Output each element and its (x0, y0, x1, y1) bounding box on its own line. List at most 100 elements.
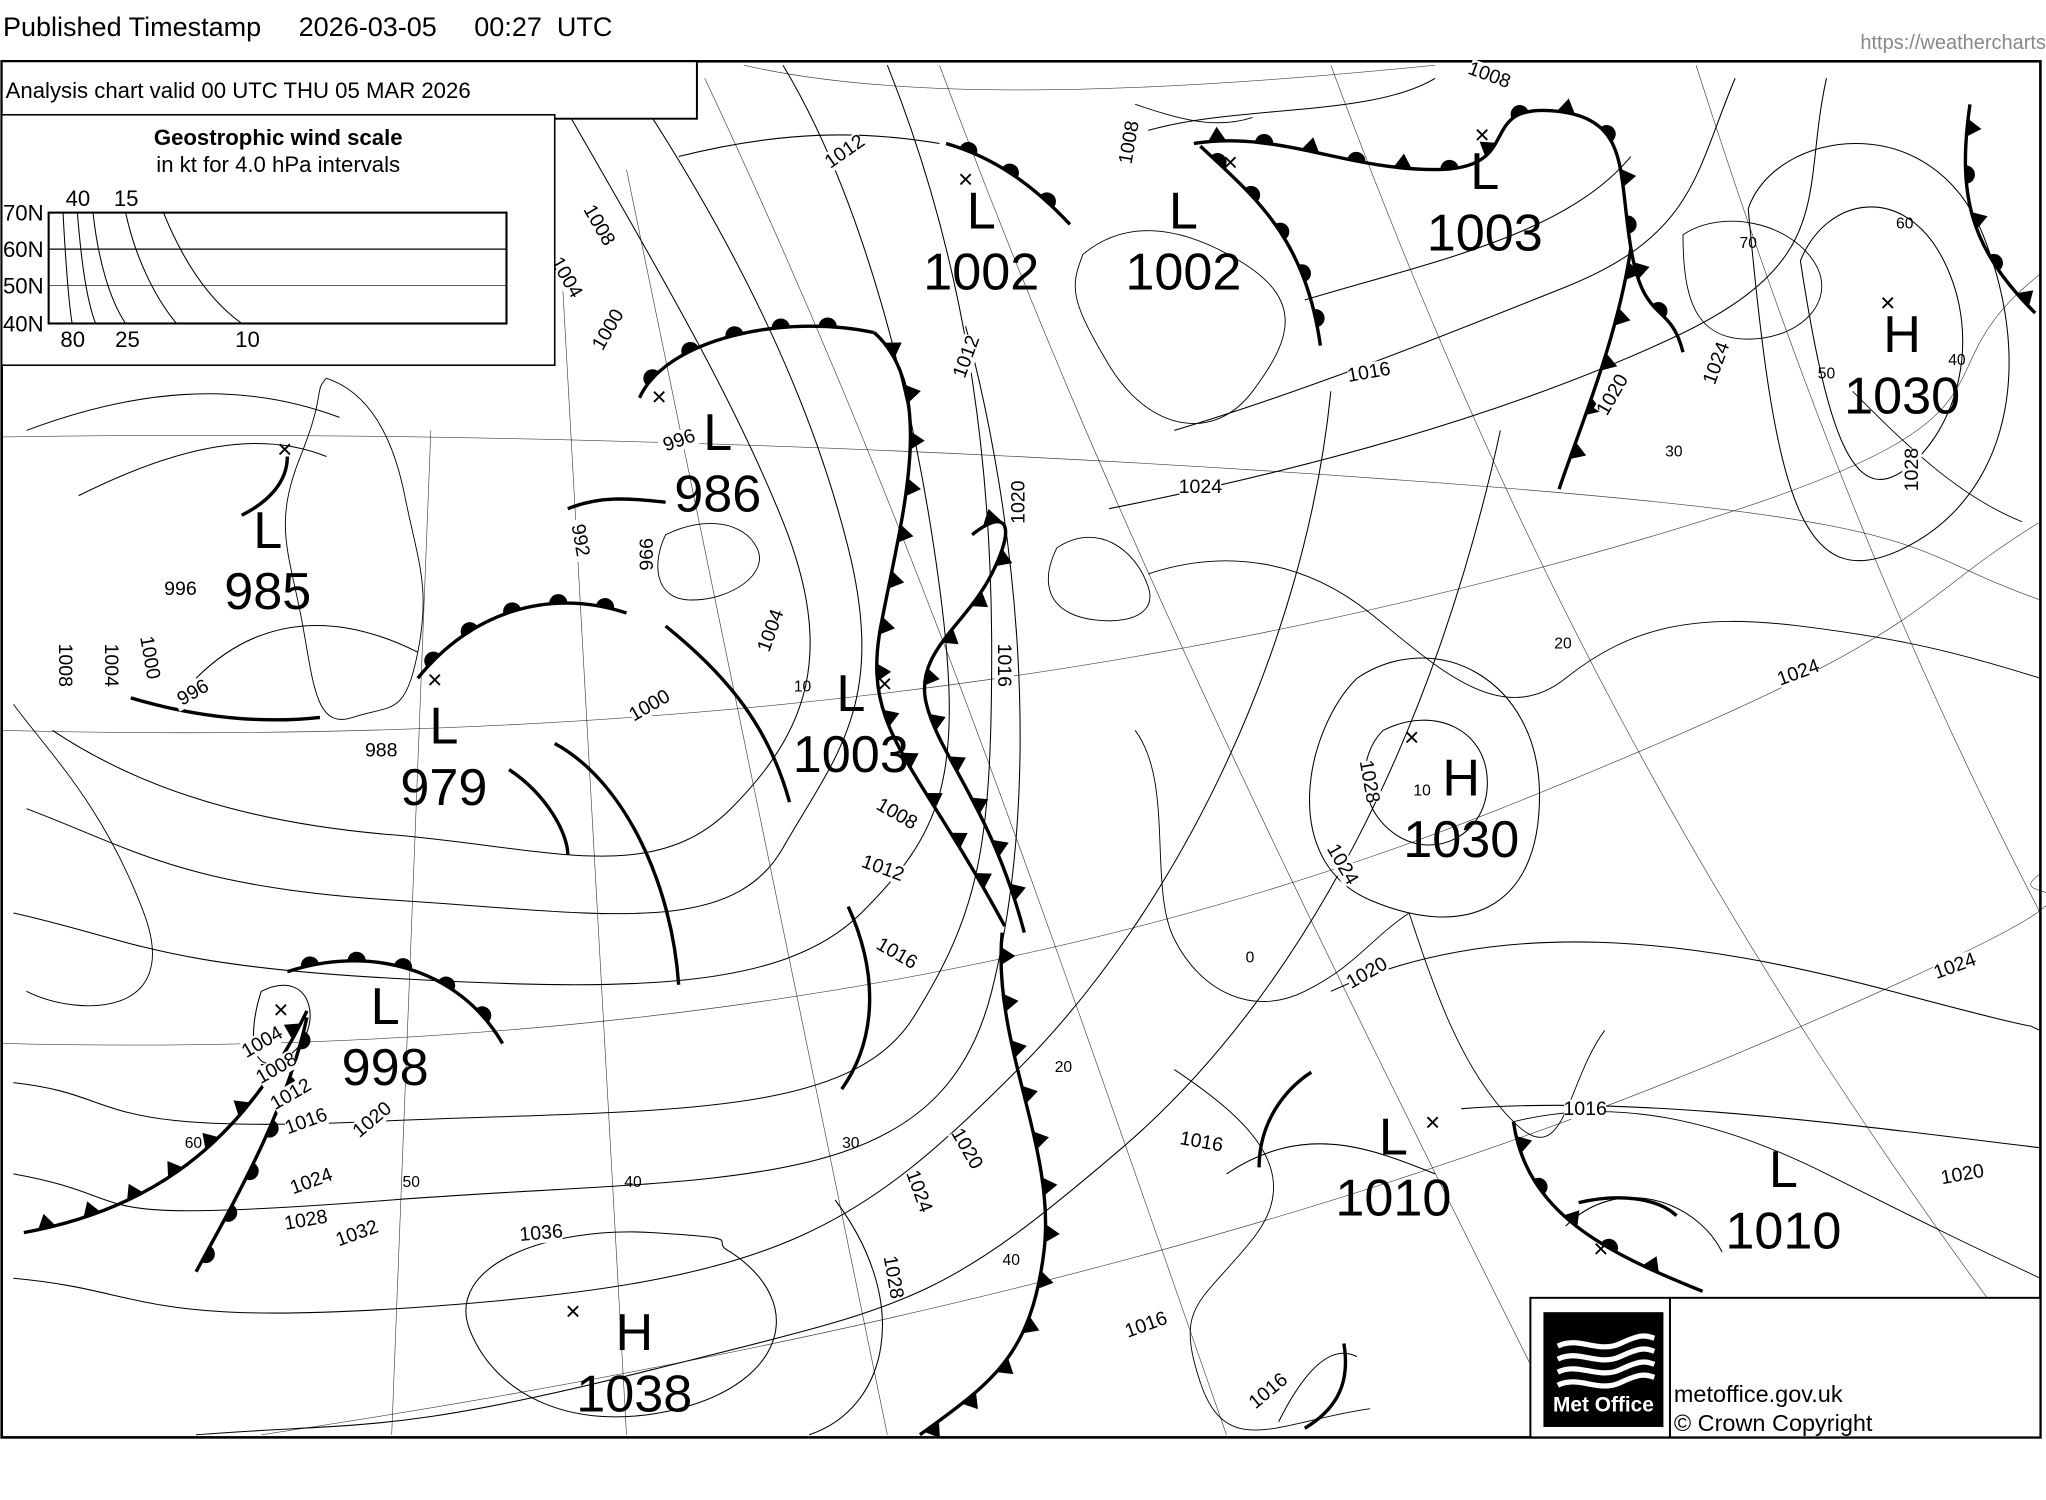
warm-front-semicircle-icon (1275, 222, 1290, 240)
warm-front-line (194, 1017, 309, 1273)
warm-front-semicircle-icon (201, 1246, 215, 1264)
isobar-label-bg (754, 607, 788, 654)
system-type-label: L (371, 978, 400, 1036)
published-date: 2026-03-05 (298, 12, 437, 42)
centre-cross-icon: × (1404, 722, 1419, 752)
cold-front-triangle-icon (897, 524, 914, 543)
system-pressure-label: 1003 (1427, 204, 1543, 262)
isobar-label-bg (1179, 1128, 1224, 1156)
cold-front-triangle-icon (1208, 126, 1227, 142)
cold-front-triangle-icon (1003, 993, 1019, 1012)
warm-front-semicircle-icon (1347, 151, 1366, 163)
warm-front-semicircle-icon (1600, 1238, 1618, 1253)
isobar-label: 1004 (100, 643, 122, 687)
system-pressure-label: 986 (674, 465, 761, 523)
cold-front-line (1557, 247, 1633, 490)
isobar-label: 1016 (993, 643, 1015, 687)
cold-front-triangle-icon (233, 1100, 251, 1117)
cold-front-triangle-icon (923, 667, 940, 686)
warm-front-semicircle-icon (1244, 185, 1261, 202)
isobar-label-bg (994, 644, 1014, 687)
trough-line (840, 905, 872, 1091)
cold-front-triangle-icon (1600, 353, 1618, 371)
warm-front-semicircle-icon (1651, 302, 1668, 318)
system-pressure-label: 1002 (1125, 244, 1241, 302)
system-pressure-label: 1030 (1403, 811, 1519, 869)
isobar-label: 996 (635, 538, 657, 571)
cold-front-triangle-icon (83, 1201, 101, 1218)
wind-scale-title: Geostrophic wind scale (154, 125, 403, 150)
source-url[interactable]: https://weathercharts (1860, 32, 2046, 54)
isobar-label: 996 (164, 578, 197, 600)
isobar-label-bg (635, 533, 656, 576)
warm-front-line (286, 959, 505, 1045)
system-type-label: L (836, 665, 865, 723)
scale-label-80: 80 (60, 327, 85, 352)
isobar-label-bg (626, 686, 673, 725)
warm-front-semicircle-icon (1440, 159, 1459, 170)
cold-front-triangle-icon (971, 797, 989, 814)
warm-front-semicircle-icon (245, 1162, 259, 1181)
isobar-label-bg (902, 1168, 936, 1215)
system-pressure-label: 979 (400, 759, 487, 817)
cold-front-line (922, 520, 1026, 934)
cold-front-triangle-icon (948, 756, 966, 773)
centre-cross-icon: × (1880, 288, 1895, 318)
trough-line (567, 497, 666, 511)
system-type-label: L (1769, 1141, 1798, 1199)
cold-front-triangle-icon (928, 713, 946, 731)
lat-lon-label: 60 (1896, 215, 1914, 232)
cold-front-triangle-icon (1393, 153, 1412, 169)
warm-front-semicircle-icon (959, 141, 978, 155)
lat-lon-label: 50 (1818, 365, 1836, 382)
warm-front-semicircle-icon (1313, 309, 1325, 328)
lat-lon-label: 50 (403, 1174, 421, 1191)
scale-label-25: 25 (115, 327, 140, 352)
isobar-label: 1028 (1901, 448, 1923, 492)
trough-line (1257, 1070, 1313, 1168)
isobar-label-bg (360, 740, 403, 761)
cold-front-triangle-icon (1563, 1210, 1580, 1228)
scale-label-10: 10 (235, 327, 260, 352)
isobar-label-bg (1179, 477, 1222, 497)
warm-front-semicircle-icon (1298, 264, 1311, 282)
isobar-label-bg (253, 1049, 300, 1088)
cold-front-triangle-icon (202, 1132, 219, 1150)
warm-front-semicircle-icon (681, 342, 699, 356)
isobar-label-bg (283, 1207, 329, 1234)
warm-front-line (637, 324, 875, 399)
warm-front-semicircle-icon (1002, 163, 1019, 178)
warm-front-semicircle-icon (298, 1031, 311, 1050)
trough-line (1303, 1343, 1348, 1430)
warm-front-semicircle-icon (503, 602, 521, 615)
isobar-label-bg (1564, 1099, 1607, 1120)
cold-front-triangle-icon (283, 1023, 301, 1040)
trough-line (1578, 1196, 1678, 1217)
cold-front-triangle-icon (879, 616, 896, 635)
centre-cross-icon: × (877, 669, 892, 699)
isobar-label-bg (1323, 841, 1362, 888)
cold-front-triangle-icon (1620, 168, 1637, 187)
warm-front-semicircle-icon (1533, 1177, 1548, 1195)
lat-lon-label: 30 (1665, 444, 1683, 461)
warm-front-semicircle-icon (1040, 192, 1056, 208)
cold-front-triangle-icon (2016, 290, 2034, 307)
site-link[interactable]: metoffice.gov.uk (1674, 1381, 1843, 1407)
isobar-label-bg (519, 1221, 563, 1245)
cold-front-triangle-icon (983, 508, 1001, 526)
isobar-label: 1016 (1563, 1098, 1607, 1120)
cold-front-triangle-icon (1010, 1040, 1027, 1058)
cold-front-triangle-icon (1971, 211, 1988, 230)
cold-front-triangle-icon (1037, 1270, 1054, 1289)
system-pressure-label: 998 (342, 1039, 429, 1097)
isobar-label-bg (879, 1254, 907, 1300)
centre-cross-icon: × (1425, 1107, 1440, 1137)
warm-front-semicircle-icon (1988, 253, 2003, 271)
cold-front-triangle-icon (905, 478, 921, 497)
